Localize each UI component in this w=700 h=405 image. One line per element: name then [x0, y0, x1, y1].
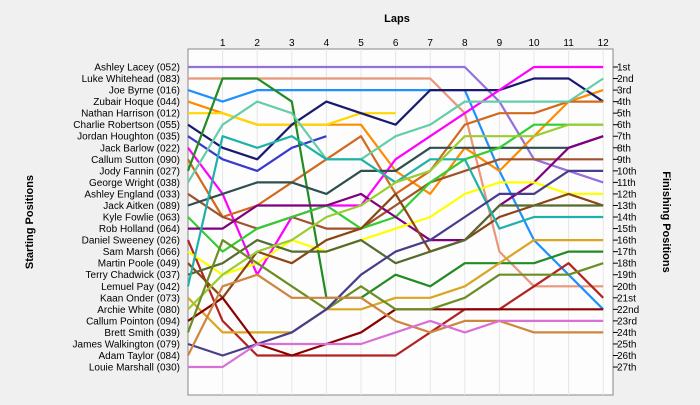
x-tick-label: 2: [254, 38, 260, 49]
x-tick-label: 8: [462, 38, 468, 49]
x-tick-label: 4: [324, 38, 330, 49]
series-line: [187, 239, 604, 334]
start-label: Martin Poole (049): [98, 259, 180, 270]
grid: [222, 49, 604, 395]
series-line: [187, 77, 604, 183]
x-tick-label: 12: [598, 38, 610, 49]
start-label: Callum Sutton (090): [91, 155, 180, 166]
start-label: Jody Fannin (027): [99, 166, 180, 177]
finish-label: 2nd: [617, 74, 634, 85]
start-label: Sam Marsh (066): [103, 247, 180, 258]
finish-label: 7th: [617, 132, 631, 143]
starting-position-labels: Ashley Lacey (052)Luke Whitehead (083)Jo…: [73, 63, 180, 374]
series-line: [187, 204, 604, 276]
start-label: Ashley England (033): [84, 189, 180, 200]
x-tick-label: 11: [563, 38, 574, 49]
series-line: [186, 239, 604, 333]
series-line: [186, 239, 604, 357]
series-line: [188, 319, 604, 369]
finish-label: 23rd: [617, 316, 637, 327]
x-tick-label: 3: [289, 38, 295, 49]
finish-label: 21st: [617, 293, 636, 304]
start-label: Archie White (080): [97, 305, 180, 316]
x-tick-label: 7: [427, 38, 433, 49]
x-tick-label: 5: [358, 38, 364, 49]
chart-title: Laps: [384, 13, 410, 25]
finish-label: 15th: [617, 224, 636, 235]
x-tick-label: 9: [497, 38, 503, 49]
plot-area: [187, 48, 614, 396]
x-tick-label: 10: [528, 38, 540, 49]
finish-label: 19th: [617, 270, 636, 281]
start-label: Rob Holland (064): [99, 224, 180, 235]
finish-label: 13th: [617, 201, 636, 212]
series-line: [187, 273, 604, 356]
finish-label: 17th: [617, 247, 636, 258]
finish-label: 24th: [617, 328, 636, 339]
series-lines: [186, 65, 604, 369]
x-tick-labels: 1 2 3 4 5 6 7 8 9 10 11 12: [220, 38, 609, 49]
finish-label: 22nd: [617, 305, 639, 316]
finish-label: 1st: [617, 63, 631, 74]
finish-label: 10th: [617, 166, 636, 177]
start-label: Nathan Harrison (012): [81, 109, 180, 120]
start-label: Lemuel Pay (042): [101, 282, 180, 293]
series-line: [187, 123, 604, 311]
start-label: Ashley Lacey (052): [94, 63, 180, 74]
start-label: Daniel Sweeney (026): [82, 236, 180, 247]
start-label: Joe Byrne (016): [109, 86, 180, 97]
finish-label: 20th: [617, 282, 636, 293]
start-label: Brett Smith (039): [104, 328, 180, 339]
finish-label: 9th: [617, 155, 631, 166]
y-axis-label-right: Finishing Positions: [660, 171, 672, 272]
finish-label: 8th: [617, 143, 631, 154]
finish-label: 6th: [617, 120, 631, 131]
finish-label: 26th: [617, 351, 636, 362]
x-tick-label: 6: [393, 38, 399, 49]
start-label: Adam Taylor (084): [98, 351, 180, 362]
start-label: Luke Whitehead (083): [82, 74, 180, 85]
finishing-position-labels: 1st2nd3rd4th5th6th7th8th9th10th11th12th1…: [613, 63, 639, 374]
start-label: Jordan Houghton (035): [77, 132, 180, 143]
start-label: Jack Aitken (089): [103, 201, 180, 212]
finish-label: 11th: [617, 178, 636, 189]
x-tick-label: 1: [220, 38, 226, 49]
finish-label: 16th: [617, 236, 636, 247]
start-label: Louie Marshall (030): [89, 363, 180, 374]
finish-label: 12th: [617, 189, 636, 200]
finish-label: 25th: [617, 339, 636, 350]
start-label: Terry Chadwick (037): [86, 270, 180, 281]
start-label: Charlie Robertson (055): [73, 120, 180, 131]
start-label: James Walkington (079): [73, 339, 180, 350]
series-line: [186, 77, 604, 299]
y-axis-label-left: Starting Positions: [24, 175, 36, 269]
start-label: Zubair Hoque (044): [93, 97, 180, 108]
finish-label: 4th: [617, 97, 631, 108]
finish-label: 14th: [617, 213, 636, 224]
start-label: Callum Pointon (094): [86, 316, 180, 327]
finish-label: 18th: [617, 259, 636, 270]
finish-label: 3rd: [617, 86, 631, 97]
finish-label: 5th: [617, 109, 631, 120]
start-label: George Wright (038): [89, 178, 180, 189]
start-label: Kyle Fowlie (063): [103, 213, 180, 224]
series-line: [187, 135, 604, 207]
start-label: Jack Barlow (022): [100, 143, 180, 154]
finish-label: 27th: [617, 363, 636, 374]
series-line: [187, 77, 604, 161]
start-label: Kaan Onder (073): [100, 293, 180, 304]
